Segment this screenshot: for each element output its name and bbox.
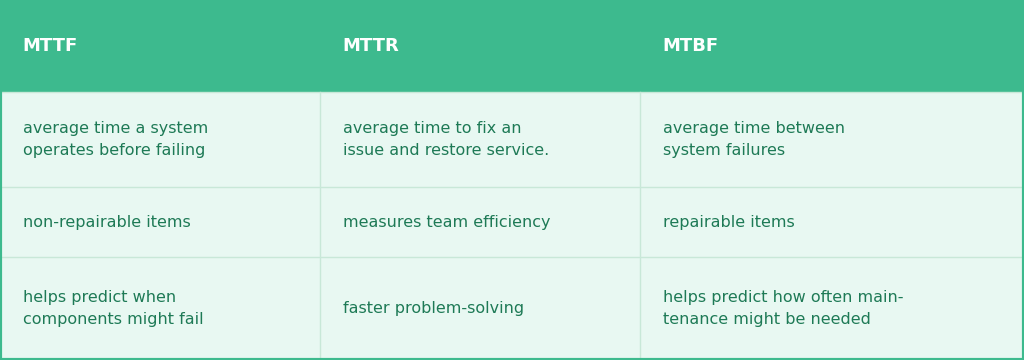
Text: repairable items: repairable items — [663, 215, 795, 230]
Text: average time a system
operates before failing: average time a system operates before fa… — [23, 121, 208, 158]
Text: MTBF: MTBF — [663, 37, 719, 55]
Text: helps predict how often main-
tenance might be needed: helps predict how often main- tenance mi… — [663, 291, 903, 327]
Text: helps predict when
components might fail: helps predict when components might fail — [23, 291, 203, 327]
Text: MTTR: MTTR — [342, 37, 399, 55]
Bar — [0, 0, 1024, 92]
Text: measures team efficiency: measures team efficiency — [342, 215, 550, 230]
Text: faster problem-solving: faster problem-solving — [342, 301, 523, 316]
Text: MTTF: MTTF — [23, 37, 78, 55]
Text: non-repairable items: non-repairable items — [23, 215, 190, 230]
Text: average time between
system failures: average time between system failures — [663, 121, 845, 158]
Text: average time to fix an
issue and restore service.: average time to fix an issue and restore… — [342, 121, 549, 158]
